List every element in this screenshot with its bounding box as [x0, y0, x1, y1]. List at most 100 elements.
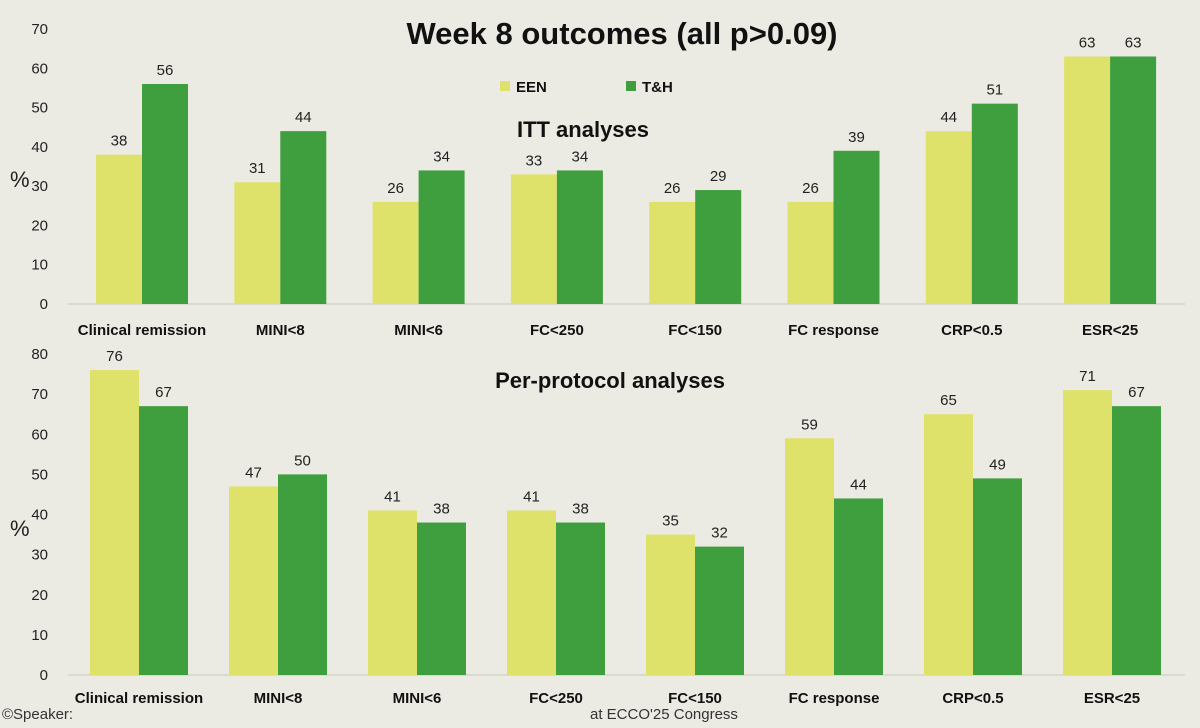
chart-title: Per-protocol analyses — [495, 368, 725, 393]
y-tick-label: 40 — [31, 507, 48, 524]
data-label: 71 — [1079, 368, 1096, 385]
bar — [1112, 406, 1161, 675]
bar — [507, 510, 556, 675]
data-label: 35 — [662, 513, 679, 530]
legend-label: T&H — [642, 79, 673, 96]
bar — [96, 154, 142, 304]
bar — [556, 170, 603, 304]
bar — [417, 522, 466, 675]
data-label: 31 — [249, 160, 266, 177]
bar — [1064, 56, 1111, 304]
data-label: 63 — [1079, 35, 1096, 52]
bar — [649, 201, 696, 304]
data-label: 63 — [1125, 35, 1142, 52]
bar — [278, 474, 327, 675]
bar — [368, 510, 417, 675]
x-tick-label: FC<250 — [530, 322, 584, 339]
data-label: 34 — [572, 148, 589, 165]
x-tick-label: ESR<25 — [1082, 322, 1138, 339]
data-label: 56 — [157, 62, 174, 79]
x-tick-label: ESR<25 — [1084, 690, 1140, 707]
y-tick-label: 60 — [31, 426, 48, 443]
x-tick-label: FC<150 — [668, 322, 722, 339]
legend-swatch — [626, 81, 636, 91]
data-label: 51 — [986, 82, 1003, 99]
bar — [833, 150, 880, 304]
y-tick-label: 20 — [31, 217, 48, 234]
bar — [973, 478, 1022, 675]
y-tick-label: 70 — [31, 386, 48, 403]
bar — [646, 534, 695, 675]
x-tick-label: MINI<6 — [393, 690, 442, 707]
data-label: 26 — [387, 180, 404, 197]
x-tick-label: MINI<6 — [394, 322, 443, 339]
y-tick-label: 40 — [31, 139, 48, 156]
data-label: 26 — [802, 180, 819, 197]
legend-swatch — [500, 81, 510, 91]
y-tick-label: 60 — [31, 60, 48, 77]
data-label: 39 — [848, 129, 865, 146]
data-label: 50 — [294, 452, 311, 469]
bar — [280, 131, 327, 304]
bar — [695, 546, 744, 675]
bar — [556, 522, 605, 675]
y-tick-label: 10 — [31, 627, 48, 644]
data-label: 44 — [940, 109, 957, 126]
bar — [142, 84, 188, 304]
legend-label: EEN — [516, 79, 547, 96]
data-label: 41 — [523, 488, 540, 505]
x-tick-label: MINI<8 — [254, 690, 303, 707]
y-tick-label: 50 — [31, 466, 48, 483]
x-tick-label: FC response — [789, 690, 880, 707]
data-label: 34 — [433, 148, 450, 165]
bar — [229, 486, 278, 675]
y-tick-label: 30 — [31, 547, 48, 564]
y-tick-label: 10 — [31, 257, 48, 274]
x-tick-label: MINI<8 — [256, 322, 305, 339]
data-label: 49 — [989, 456, 1006, 473]
data-label: 44 — [295, 109, 312, 126]
bar — [372, 201, 419, 304]
y-tick-label: 50 — [31, 100, 48, 117]
y-tick-label: 20 — [31, 587, 48, 604]
chart-title: ITT analyses — [517, 117, 649, 142]
data-label: 44 — [850, 476, 867, 493]
y-axis-label: % — [10, 516, 30, 541]
data-label: 59 — [801, 416, 818, 433]
data-label: 38 — [572, 501, 589, 518]
bar — [418, 170, 465, 304]
x-tick-label: FC<150 — [668, 690, 722, 707]
data-label: 29 — [710, 168, 727, 185]
y-tick-label: 70 — [31, 21, 48, 38]
data-label: 65 — [940, 392, 957, 409]
y-tick-label: 0 — [40, 296, 48, 313]
bar — [139, 406, 188, 675]
bar — [971, 103, 1018, 305]
bar — [695, 190, 742, 304]
footer-speaker: ©Speaker: — [2, 706, 74, 723]
bar — [1110, 56, 1157, 304]
bar — [1063, 390, 1112, 675]
y-tick-label: 30 — [31, 178, 48, 195]
x-tick-label: CRP<0.5 — [942, 690, 1003, 707]
y-axis-label: % — [10, 167, 30, 192]
x-tick-label: Clinical remission — [75, 690, 203, 707]
bar — [510, 174, 557, 304]
data-label: 67 — [155, 384, 172, 401]
data-label: 67 — [1128, 384, 1145, 401]
data-label: 76 — [106, 348, 123, 365]
bar — [787, 201, 834, 304]
bar — [924, 414, 973, 675]
bar — [925, 131, 972, 304]
footer-congress: at ECCO'25 Congress — [590, 706, 738, 723]
data-label: 41 — [384, 488, 401, 505]
data-label: 38 — [433, 501, 450, 518]
x-tick-label: Clinical remission — [78, 322, 206, 339]
data-label: 47 — [245, 464, 262, 481]
data-label: 32 — [711, 525, 728, 542]
data-label: 33 — [526, 152, 543, 169]
data-label: 26 — [664, 180, 681, 197]
bar — [785, 438, 834, 675]
x-tick-label: FC response — [788, 322, 879, 339]
